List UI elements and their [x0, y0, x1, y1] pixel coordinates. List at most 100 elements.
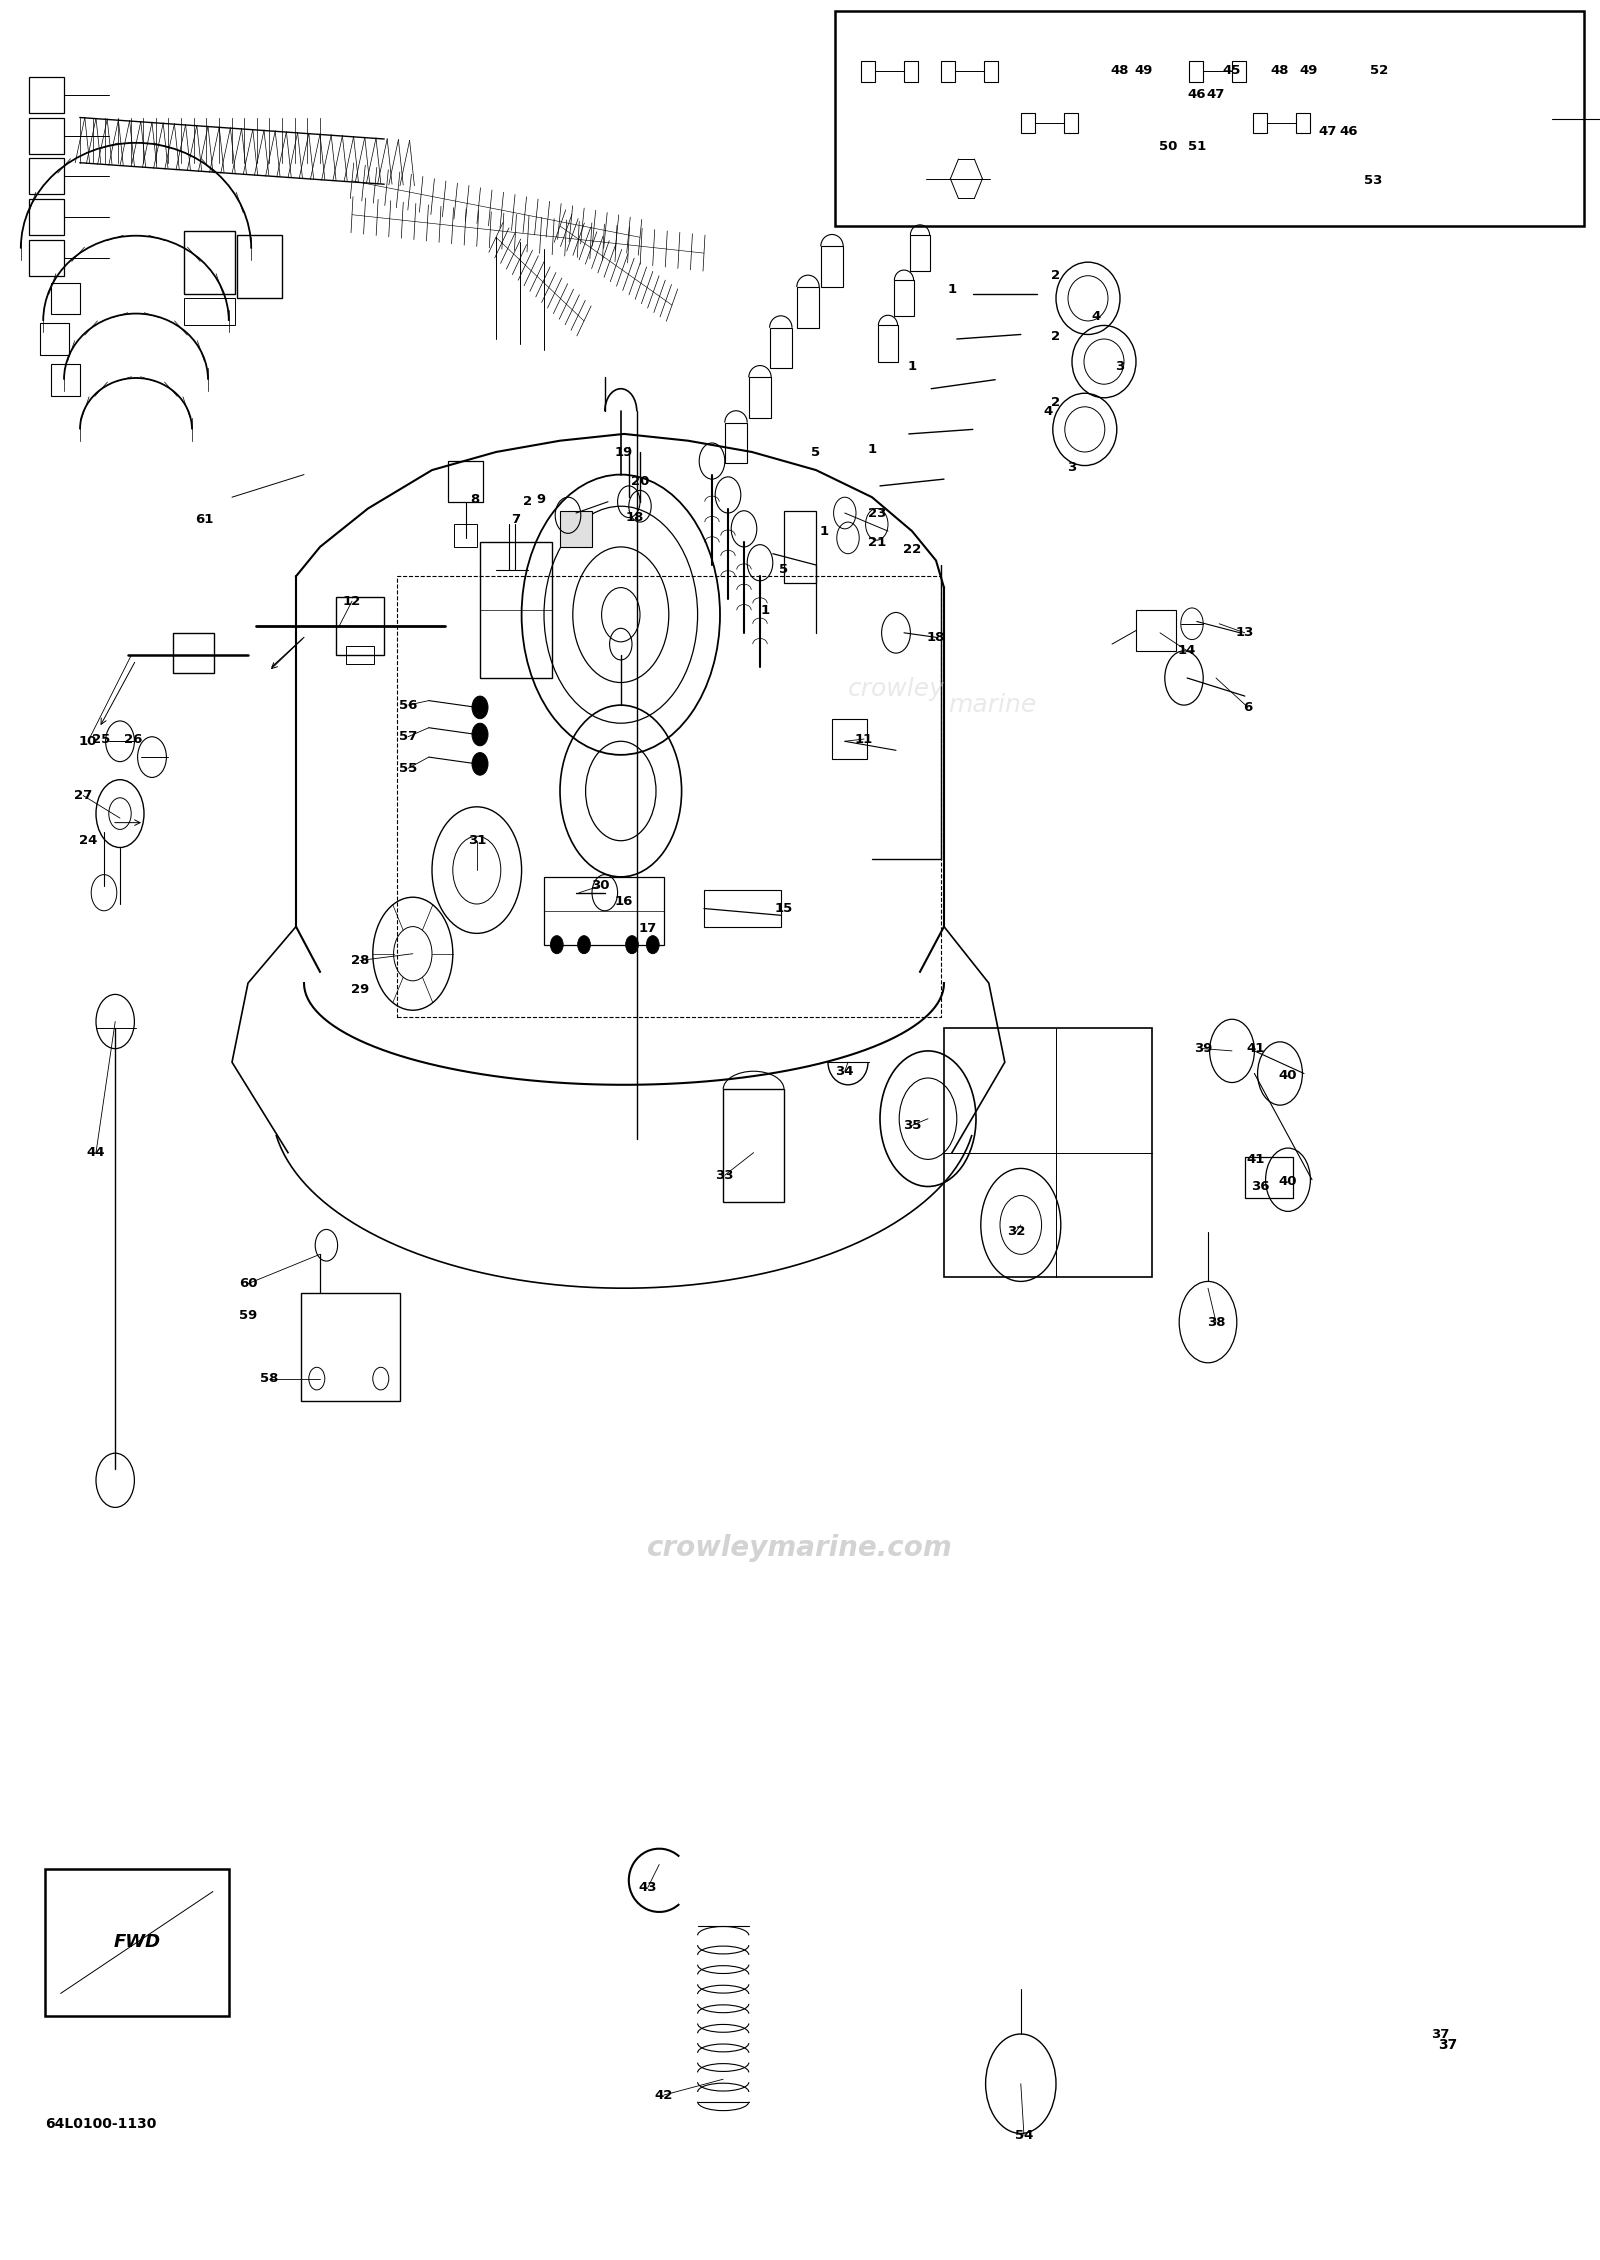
Bar	[770, 328, 792, 368]
Text: crowleymarine.com: crowleymarine.com	[646, 1535, 954, 1562]
Circle shape	[472, 696, 488, 719]
Text: 39: 39	[1194, 1042, 1213, 1055]
Text: 29: 29	[350, 983, 370, 997]
Text: 46: 46	[1339, 124, 1358, 138]
Text: 23: 23	[867, 506, 886, 520]
Bar	[749, 377, 771, 418]
Bar	[1136, 610, 1176, 651]
Text: 47: 47	[1318, 124, 1338, 138]
Bar	[336, 597, 384, 655]
Text: 11: 11	[854, 732, 874, 746]
Text: 2: 2	[1051, 396, 1061, 409]
Text: 40: 40	[1278, 1175, 1298, 1189]
Text: 52: 52	[1370, 63, 1389, 77]
Text: marine: marine	[947, 694, 1037, 716]
Text: 5: 5	[779, 563, 789, 576]
Bar	[861, 61, 875, 81]
Bar	[723, 1089, 784, 1202]
Circle shape	[472, 753, 488, 775]
Text: 10: 10	[78, 734, 98, 748]
Bar	[1064, 113, 1078, 133]
Bar	[1245, 1157, 1293, 1198]
Bar	[944, 1028, 1152, 1277]
Text: 27: 27	[74, 789, 93, 802]
Text: 1: 1	[760, 603, 770, 617]
Text: 25: 25	[91, 732, 110, 746]
Text: 5: 5	[811, 445, 821, 459]
Text: 34: 34	[835, 1064, 854, 1078]
Text: 48: 48	[1110, 63, 1130, 77]
Text: 32: 32	[1006, 1225, 1026, 1238]
Bar	[878, 325, 898, 362]
Text: 1: 1	[907, 359, 917, 373]
Text: 18: 18	[626, 511, 645, 524]
Bar	[397, 576, 941, 1017]
Circle shape	[626, 936, 638, 954]
Text: 53: 53	[1363, 174, 1382, 188]
Text: 49: 49	[1299, 63, 1318, 77]
Text: 17: 17	[638, 922, 658, 936]
Text: 57: 57	[398, 730, 418, 744]
Bar	[51, 364, 80, 396]
Text: 59: 59	[238, 1309, 258, 1322]
Text: 40: 40	[1278, 1069, 1298, 1083]
Text: 37: 37	[1430, 2027, 1450, 2041]
Bar	[237, 235, 282, 298]
Bar	[984, 61, 998, 81]
Bar	[910, 235, 930, 271]
Circle shape	[578, 936, 590, 954]
Text: FWD: FWD	[114, 1935, 160, 1950]
Bar	[29, 240, 64, 276]
Text: 60: 60	[238, 1277, 258, 1290]
Text: 2: 2	[523, 495, 533, 508]
Text: 48: 48	[1270, 63, 1290, 77]
Text: 41: 41	[1246, 1042, 1266, 1055]
Bar	[832, 719, 867, 759]
Text: 14: 14	[1178, 644, 1197, 658]
Circle shape	[472, 723, 488, 746]
Bar	[1232, 61, 1246, 81]
Text: 36: 36	[1251, 1180, 1270, 1193]
Text: 42: 42	[654, 2088, 674, 2102]
Bar	[821, 246, 843, 287]
Text: 13: 13	[1235, 626, 1254, 640]
Text: 49: 49	[1134, 63, 1154, 77]
Circle shape	[550, 936, 563, 954]
Text: 43: 43	[638, 1880, 658, 1894]
Text: 56: 56	[398, 698, 418, 712]
Bar	[454, 524, 477, 547]
Text: 31: 31	[467, 834, 486, 848]
Bar	[51, 282, 80, 314]
Bar	[1253, 113, 1267, 133]
Text: 1: 1	[819, 524, 829, 538]
Text: 51: 51	[1187, 140, 1206, 154]
Text: 26: 26	[123, 732, 142, 746]
Text: 7: 7	[510, 513, 520, 527]
Text: 33: 33	[715, 1168, 734, 1182]
Bar	[704, 890, 781, 927]
Text: 54: 54	[1014, 2129, 1034, 2142]
Text: 12: 12	[342, 594, 362, 608]
Bar	[480, 542, 552, 678]
Bar	[173, 633, 214, 673]
Bar	[301, 1293, 400, 1401]
Bar	[448, 461, 483, 502]
Text: 6: 6	[1243, 701, 1253, 714]
Text: 4: 4	[1043, 405, 1053, 418]
Text: 44: 44	[86, 1146, 106, 1159]
Text: 1: 1	[867, 443, 877, 457]
Bar	[29, 77, 64, 113]
Bar	[29, 199, 64, 235]
Bar	[797, 287, 819, 328]
Text: 21: 21	[867, 536, 886, 549]
Text: 2: 2	[1051, 330, 1061, 344]
Bar	[894, 280, 914, 316]
Bar	[184, 298, 235, 325]
Text: crowley: crowley	[848, 678, 944, 701]
Bar	[45, 1869, 229, 2016]
Text: 28: 28	[350, 954, 370, 967]
Text: 19: 19	[614, 445, 634, 459]
Text: 47: 47	[1206, 88, 1226, 102]
Bar	[1021, 113, 1035, 133]
Text: 1: 1	[947, 282, 957, 296]
